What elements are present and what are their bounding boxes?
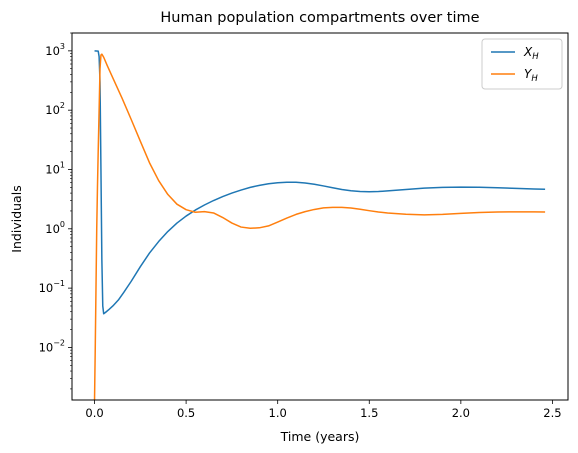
x-tick-label: 0.5 xyxy=(177,406,195,420)
y-axis-label: Individuals xyxy=(9,185,24,252)
x-tick-label: 2.0 xyxy=(452,406,470,420)
x-axis-ticks: 0.0 0.5 1.0 1.5 2.0 2.5 xyxy=(85,400,562,420)
x-tick-label: 0.0 xyxy=(85,406,103,420)
y-tick-label: 10−2 xyxy=(39,338,65,354)
legend-label-1: YH xyxy=(524,67,538,84)
series-line-1 xyxy=(93,53,546,400)
x-axis-label: Time (years) xyxy=(280,429,360,444)
x-tick-label: 2.5 xyxy=(543,406,561,420)
series-line-0 xyxy=(94,50,546,315)
chart-title: Human population compartments over time xyxy=(160,10,479,26)
y-tick-label: 101 xyxy=(45,160,65,176)
plot-area: 0.0 0.5 1.0 1.5 2.0 2.5 10−2 10−1 100 101 102 103 xyxy=(39,32,569,420)
y-tick-label: 100 xyxy=(45,220,65,236)
legend-label-0: XH xyxy=(523,45,539,62)
x-tick-label: 1.5 xyxy=(360,406,378,420)
axes-frame xyxy=(71,32,569,401)
series-layer xyxy=(93,50,546,400)
y-tick-label: 10−1 xyxy=(39,279,65,295)
y-axis-ticks: 10−2 10−1 100 101 102 103 xyxy=(39,32,72,390)
y-tick-label: 103 xyxy=(45,42,65,58)
y-tick-label: 102 xyxy=(45,101,65,117)
x-tick-label: 1.0 xyxy=(269,406,287,420)
legend: XH YH xyxy=(481,38,563,90)
legend-box xyxy=(481,38,563,90)
